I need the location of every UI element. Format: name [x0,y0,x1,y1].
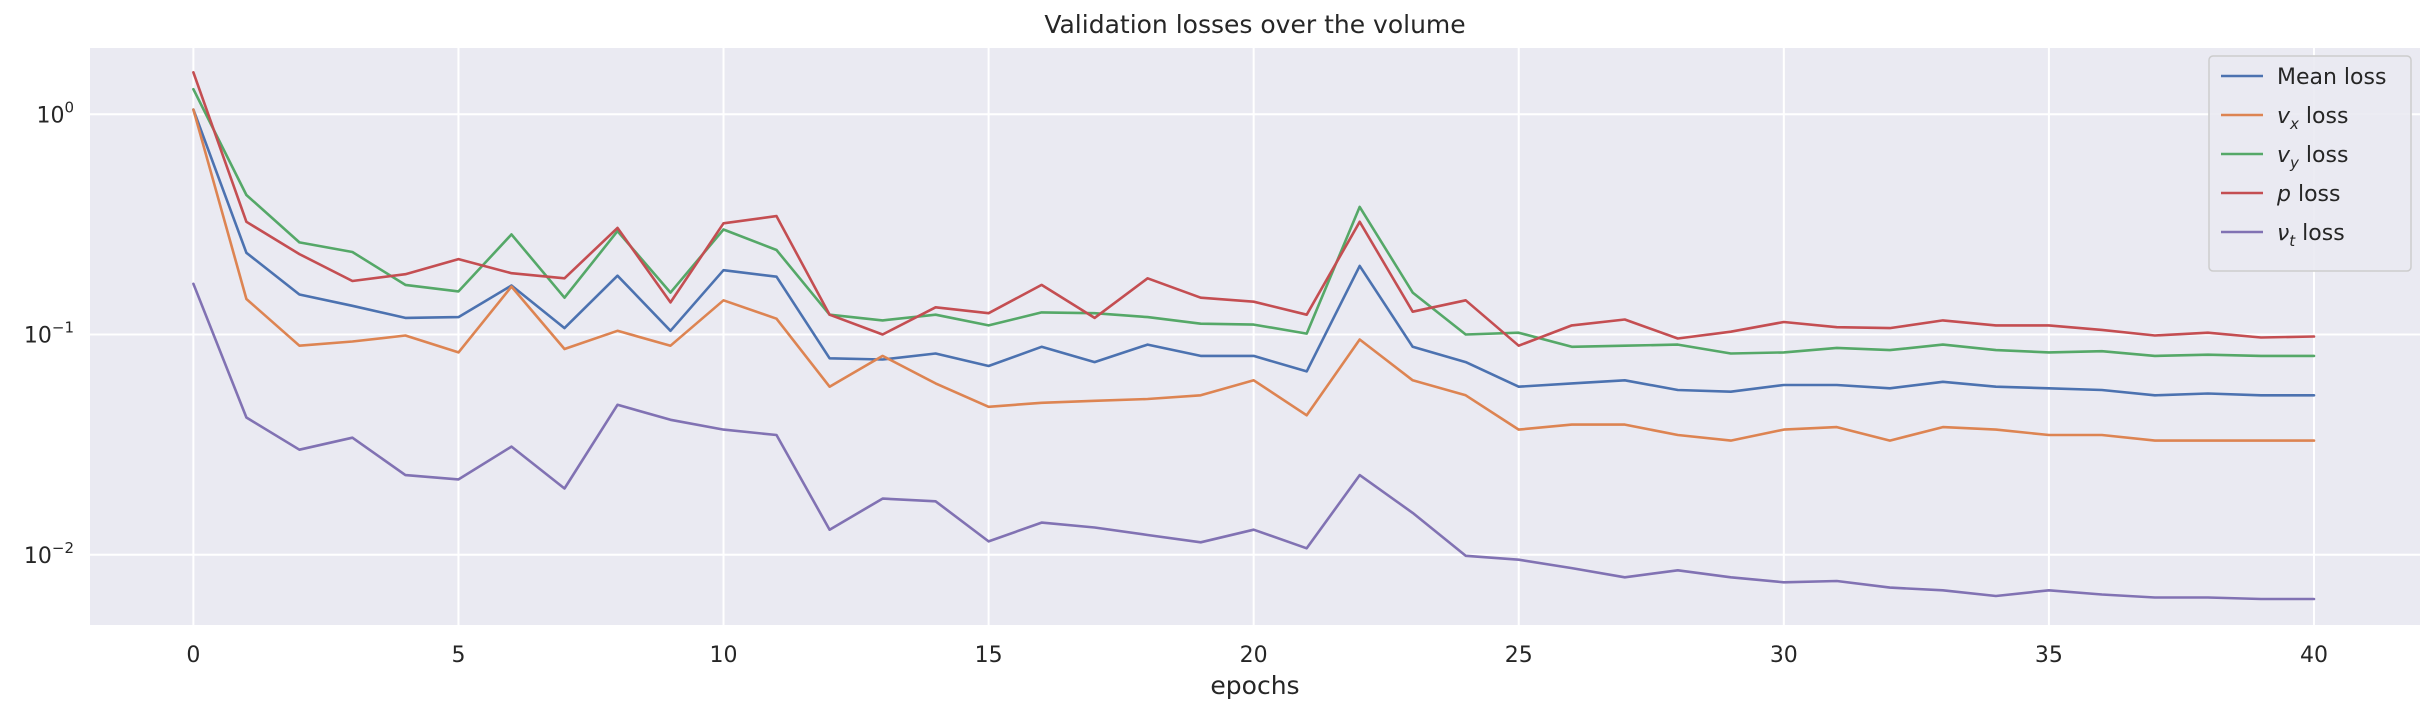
y-tick-label: 100 [36,98,74,128]
x-tick-label: 25 [1505,643,1533,668]
x-axis-ticks: 0 5 10 15 20 25 30 35 40 [186,643,2328,668]
series-line-1 [192,108,2316,397]
x-tick-label: 30 [1770,643,1798,668]
plot-area [90,48,2420,625]
x-tick-label: 20 [1240,643,1268,668]
y-tick-label: 10−1 [24,319,74,349]
legend-entry: νt loss [2277,221,2345,250]
y-axis-ticks: 10−2 10−1 100 [24,98,74,568]
series-line-2 [192,108,2316,442]
x-tick-label: 5 [451,643,465,668]
x-tick-label: 40 [2300,643,2328,668]
x-tick-label: 35 [2035,643,2063,668]
legend-entry: p loss [2276,182,2340,207]
legend-entry: vy loss [2277,143,2348,172]
series-line-5 [192,282,2316,601]
series-line-4 [192,71,2316,348]
legend-entry: vx loss [2277,104,2348,133]
legend-frame [2208,55,2412,272]
legend-entry: Mean loss [2277,65,2386,90]
x-tick-label: 0 [186,643,200,668]
y-tick-label: 10−2 [24,539,74,569]
x-axis-label: epochs [1210,671,1299,700]
chart-title: Validation losses over the volume [1044,10,1465,39]
x-tick-label: 10 [710,643,738,668]
legend: Mean loss vx loss vy loss p loss νt loss [2208,55,2412,272]
x-tick-label: 15 [975,643,1003,668]
series-lines [192,71,2316,601]
